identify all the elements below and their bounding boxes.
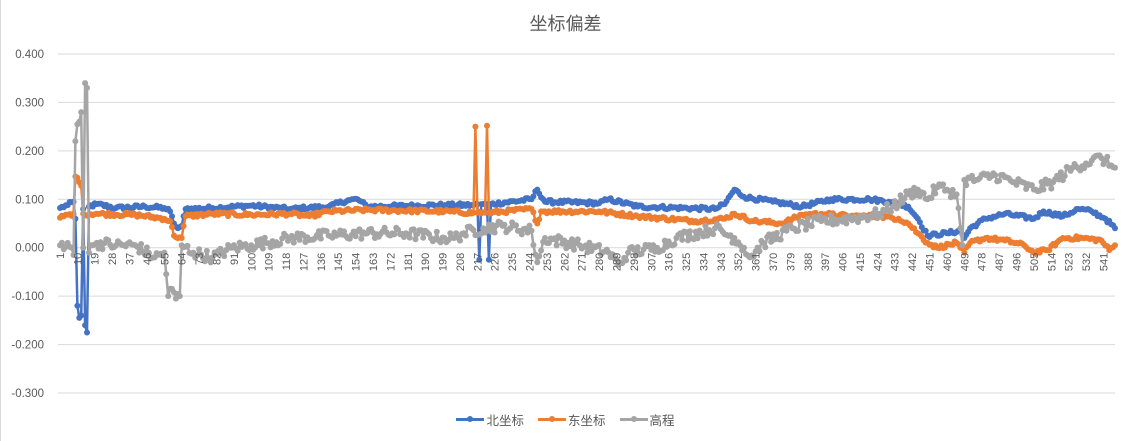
x-tick-label: 352: [733, 253, 745, 271]
y-tick-label: 0.400: [15, 49, 44, 61]
x-tick-label: 415: [855, 253, 867, 271]
x-tick-label: 46: [142, 253, 154, 265]
legend-label: 高程: [649, 413, 675, 428]
legend-line-marker-icon: [537, 416, 566, 422]
x-tick-label: 361: [751, 253, 763, 271]
x-tick-label: 37: [125, 253, 137, 265]
x-tick-label: 226: [490, 253, 502, 271]
x-tick-label: 253: [542, 253, 554, 271]
x-tick-label: 325: [681, 253, 693, 271]
x-tick-label: 73: [194, 253, 206, 265]
y-tick-label: 0.300: [15, 97, 44, 109]
x-tick-label: 505: [1029, 253, 1041, 271]
x-tick-label: 379: [785, 253, 797, 271]
x-tick-label: 172: [385, 253, 397, 271]
legend-line-marker-icon: [619, 416, 648, 422]
legend-item-elevation[interactable]: 高程: [619, 410, 675, 429]
legend-label: 东坐标: [567, 413, 606, 428]
x-tick-label: 406: [838, 253, 850, 271]
x-tick-label: 127: [298, 253, 310, 271]
x-tick-label: 370: [768, 253, 780, 271]
x-tick-label: 118: [281, 253, 293, 271]
x-tick-label: 523: [1064, 253, 1076, 271]
x-tick-label: 109: [264, 253, 276, 271]
y-tick-label: -0.300: [11, 388, 44, 400]
series-2: [57, 80, 1118, 302]
y-tick-label: 0.000: [15, 243, 44, 255]
x-tick-label: 334: [698, 253, 710, 271]
x-tick-label: 451: [925, 253, 937, 271]
x-tick-label: 289: [612, 253, 624, 271]
x-tick-label: 55: [159, 253, 171, 265]
legend-item-north[interactable]: 北坐标: [456, 410, 524, 429]
x-tick-label: 541: [1098, 253, 1110, 271]
x-tick-label: 19: [90, 253, 102, 265]
x-tick-label: 181: [403, 253, 415, 271]
x-tick-label: 469: [959, 253, 971, 271]
x-tick-label: 91: [229, 253, 241, 265]
x-tick-label: 1: [55, 253, 67, 259]
x-tick-label: 298: [629, 253, 641, 271]
x-tick-label: 388: [803, 253, 815, 271]
x-tick-label: 316: [664, 253, 676, 271]
y-tick-label: -0.200: [11, 340, 44, 352]
x-tick-label: 271: [577, 253, 589, 271]
x-tick-label: 433: [890, 253, 902, 271]
legend-item-east[interactable]: 东坐标: [537, 410, 606, 429]
x-tick-label: 244: [525, 253, 537, 271]
x-tick-label: 307: [646, 253, 658, 271]
series-1: [57, 122, 1118, 257]
legend-label: 北坐标: [486, 413, 524, 428]
y-tick-label: -0.100: [11, 291, 44, 303]
x-tick-label: 280: [594, 253, 606, 271]
series-0: [57, 186, 1118, 336]
x-tick-label: 28: [107, 253, 119, 265]
x-tick-label: 145: [333, 253, 345, 271]
x-tick-label: 397: [820, 253, 832, 271]
x-tick-label: 190: [420, 253, 432, 271]
x-tick-label: 154: [351, 253, 363, 271]
x-tick-label: 199: [438, 253, 450, 271]
x-tick-label: 235: [507, 253, 519, 271]
x-tick-label: 442: [907, 253, 919, 271]
legend-line-marker-icon: [456, 416, 485, 422]
x-tick-label: 478: [977, 253, 989, 271]
x-tick-label: 487: [994, 253, 1006, 271]
x-tick-label: 343: [716, 253, 728, 271]
x-tick-label: 262: [559, 253, 571, 271]
x-tick-label: 514: [1046, 253, 1058, 271]
x-tick-label: 64: [177, 253, 189, 265]
x-tick-label: 496: [1012, 253, 1024, 271]
x-tick-label: 532: [1081, 253, 1093, 271]
x-tick-label: 82: [212, 253, 224, 265]
chart-title: 坐标偏差: [529, 14, 602, 35]
x-tick-label: 136: [316, 253, 328, 271]
x-tick-label: 217: [472, 253, 484, 271]
legend: 北坐标 东坐标 高程: [1, 410, 1129, 429]
x-tick-label: 100: [246, 253, 258, 271]
x-tick-label: 163: [368, 253, 380, 271]
x-tick-label: 460: [942, 253, 954, 271]
y-tick-label: 0.100: [15, 194, 44, 206]
x-tick-label: 424: [872, 253, 884, 271]
x-tick-label: 208: [455, 253, 467, 271]
y-tick-label: 0.200: [15, 146, 44, 158]
x-tick-label: 10: [72, 253, 84, 265]
